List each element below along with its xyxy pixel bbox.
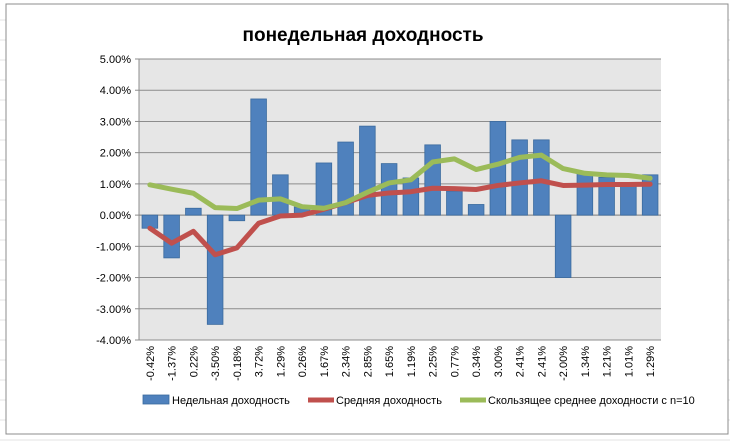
chart-title: понедельная доходность [243, 25, 484, 46]
x-tick-label: 2.25% [428, 346, 440, 377]
x-tick-label: 2.41% [536, 346, 548, 377]
x-axis-ticks: -0.42% -1.37% 0.22% -3.50% -0.18% 3.72% 1.29% 0… [145, 346, 657, 381]
x-tick-label: 3.72% [254, 346, 266, 377]
bar [402, 177, 420, 216]
x-tick-label: 0.77% [449, 346, 461, 377]
bar [206, 214, 224, 325]
bar [511, 139, 528, 216]
legend-swatch-bar [142, 394, 170, 405]
y-tick-label: 0.00% [100, 210, 131, 222]
x-tick-label: 2.34% [341, 346, 353, 377]
legend-label: Средняя доходность [336, 395, 442, 407]
x-tick-label: 2.41% [515, 346, 527, 377]
average-line [147, 178, 653, 258]
x-tick-label: 1.01% [623, 346, 635, 377]
bar [620, 183, 637, 216]
y-tick-label: -1.00% [96, 241, 131, 253]
bar [467, 204, 485, 216]
bar [641, 174, 659, 216]
legend-label: Недельная доходность [172, 395, 290, 407]
bar [272, 174, 289, 216]
x-tick-label: 0.26% [297, 346, 309, 377]
x-tick-label: 0.34% [471, 346, 483, 377]
bar [185, 207, 202, 216]
bar [446, 190, 463, 216]
y-tick-label: -4.00% [96, 335, 131, 347]
y-tick-label: 2.00% [100, 148, 131, 160]
legend-label: Скользящее среднее доходности с n=10 [488, 395, 695, 407]
y-tick-label: 1.00% [100, 179, 131, 191]
y-tick-label: -3.00% [96, 304, 131, 316]
x-tick-label: 3.00% [493, 346, 505, 377]
gridlines [138, 58, 661, 341]
bar [489, 121, 507, 216]
bar [315, 162, 333, 216]
x-tick-label: 1.21% [602, 346, 614, 377]
x-tick-label: -2.00% [558, 346, 570, 381]
bar [228, 214, 246, 222]
y-axis-ticks: 5.00% 4.00% 3.00% 2.00% 1.00% 0.00% -1.00% -2.0… [96, 54, 139, 347]
x-tick-label: -1.37% [167, 346, 179, 381]
moving-average-line [147, 152, 653, 212]
x-tick-label: -3.50% [210, 346, 222, 381]
bar [424, 144, 441, 216]
x-tick-label: -0.18% [232, 346, 244, 381]
x-tick-label: 2.85% [362, 346, 374, 377]
bar [359, 125, 376, 216]
bars [141, 98, 659, 325]
bar [554, 214, 572, 278]
y-tick-label: -2.00% [96, 273, 131, 285]
x-tick-label: 1.65% [384, 346, 396, 377]
bar [380, 163, 398, 216]
lines [147, 152, 653, 258]
x-tick-label: 1.34% [580, 346, 592, 377]
y-tick-label: 3.00% [100, 116, 131, 128]
bar [533, 139, 550, 216]
x-tick-label: 1.29% [645, 346, 657, 377]
x-tick-label: 1.19% [406, 346, 418, 377]
bar [337, 141, 354, 216]
x-tick-label: 1.67% [319, 346, 331, 377]
y-tick-label: 5.00% [100, 54, 131, 66]
bar [250, 98, 267, 216]
x-tick-label: 0.22% [188, 346, 200, 377]
x-tick-label: 1.29% [275, 346, 287, 377]
bar [576, 172, 594, 216]
plot-area [139, 59, 661, 340]
legend: Недельная доходность Средняя доходность Ск… [142, 394, 695, 407]
y-tick-label: 4.00% [100, 85, 131, 97]
x-tick-label: -0.42% [145, 346, 157, 381]
